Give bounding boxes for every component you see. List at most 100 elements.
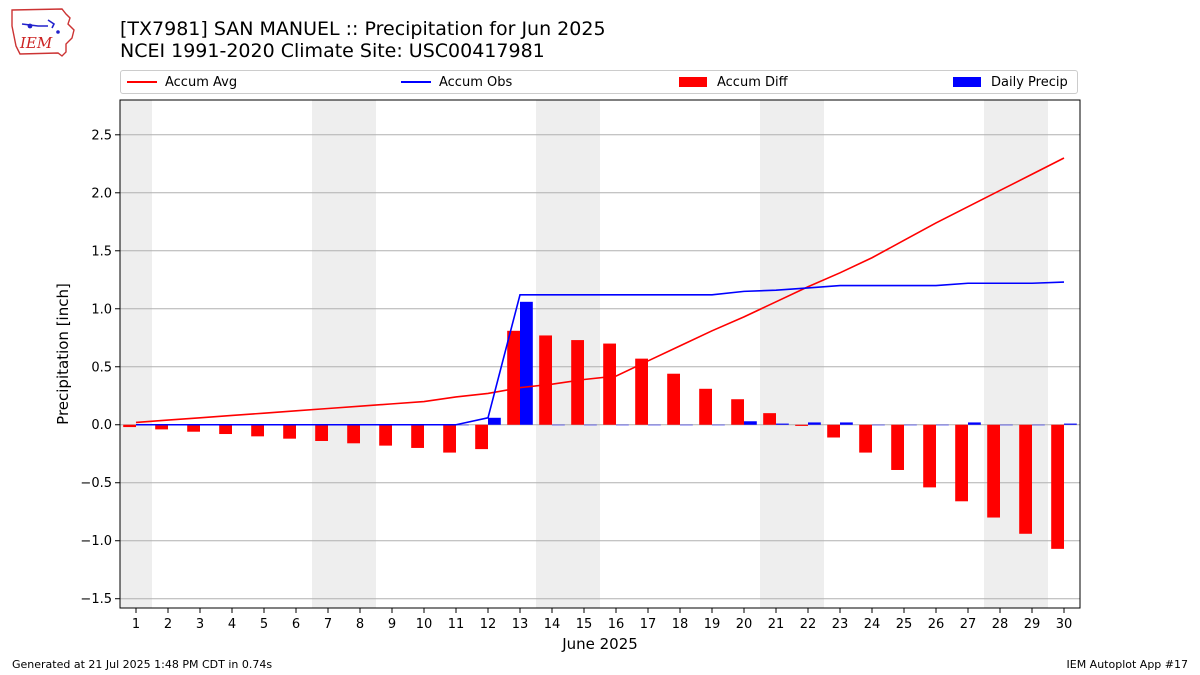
x-tick-label-12: 12 bbox=[480, 617, 497, 632]
daily-bar-28 bbox=[1000, 424, 1013, 426]
weekend-shade-1 bbox=[312, 100, 376, 608]
accum-obs-line bbox=[136, 281, 1065, 426]
y-axis-label: Precipitation [inch] bbox=[54, 283, 72, 425]
legend: Accum Avg Accum Obs Accum Diff Daily Pre… bbox=[120, 70, 1078, 94]
x-tick-label-30: 30 bbox=[1056, 617, 1073, 632]
footer-generated: Generated at 21 Jul 2025 1:48 PM CDT in … bbox=[12, 658, 273, 671]
x-tick-label-16: 16 bbox=[608, 617, 625, 632]
daily-bar-19 bbox=[712, 424, 725, 426]
diff-bar-28 bbox=[987, 424, 1000, 518]
diff-bar-11 bbox=[443, 424, 456, 453]
diff-bar-12 bbox=[475, 424, 488, 450]
legend-label-obs: Accum Obs bbox=[439, 74, 513, 90]
iowa-outline-icon bbox=[11, 8, 75, 57]
diff-bar-1 bbox=[123, 424, 136, 428]
daily-bar-27 bbox=[968, 422, 981, 425]
chart-subtitle: NCEI 1991-2020 Climate Site: USC00417981 bbox=[120, 40, 545, 62]
diff-bar-22 bbox=[795, 424, 808, 426]
diff-bar-27 bbox=[955, 424, 968, 502]
daily-bar-23 bbox=[840, 422, 853, 425]
diff-bar-6 bbox=[283, 424, 296, 439]
x-tick-label-20: 20 bbox=[736, 617, 753, 632]
daily-bar-22 bbox=[808, 422, 821, 425]
x-tick-label-7: 7 bbox=[324, 617, 332, 632]
diff-bar-8 bbox=[347, 424, 360, 444]
daily-bar-29 bbox=[1032, 424, 1045, 426]
daily-bar-21 bbox=[776, 423, 789, 425]
daily-bar-12 bbox=[488, 417, 501, 425]
diff-bar-19 bbox=[699, 388, 712, 425]
x-tick-label-10: 10 bbox=[416, 617, 433, 632]
y-tick-label-7: 2.0 bbox=[91, 186, 112, 201]
legend-label-diff: Accum Diff bbox=[717, 74, 788, 90]
diff-bar-18 bbox=[667, 373, 680, 425]
x-tick-label-23: 23 bbox=[832, 617, 849, 632]
daily-bar-16 bbox=[616, 424, 629, 426]
legend-item-accum-diff: Accum Diff bbox=[679, 71, 788, 93]
diff-bar-2 bbox=[155, 424, 168, 430]
daily-bar-26 bbox=[936, 424, 949, 426]
accum-avg-line bbox=[135, 157, 1065, 424]
x-tick-label-18: 18 bbox=[672, 617, 689, 632]
diff-bar-3 bbox=[187, 424, 200, 432]
y-tick-label-3: 0.0 bbox=[91, 418, 112, 433]
x-tick-label-9: 9 bbox=[388, 617, 396, 632]
chart-title: [TX7981] SAN MANUEL :: Precipitation for… bbox=[120, 18, 606, 40]
legend-item-accum-avg: Accum Avg bbox=[127, 71, 237, 93]
x-tick-label-17: 17 bbox=[640, 617, 657, 632]
daily-bar-24 bbox=[872, 424, 885, 426]
x-tick-label-8: 8 bbox=[356, 617, 364, 632]
x-tick-label-28: 28 bbox=[992, 617, 1009, 632]
daily-bar-20 bbox=[744, 421, 757, 425]
daily-bar-14 bbox=[552, 424, 565, 426]
y-tick-label-0: −1.5 bbox=[80, 592, 112, 607]
y-tick-label-2: −0.5 bbox=[80, 476, 112, 491]
x-tick-label-25: 25 bbox=[896, 617, 913, 632]
diff-bar-14 bbox=[539, 335, 552, 425]
diff-bar-16 bbox=[603, 343, 616, 425]
iem-logo: IEM bbox=[11, 8, 75, 57]
y-tick-label-6: 1.5 bbox=[91, 244, 112, 259]
x-tick-label-26: 26 bbox=[928, 617, 945, 632]
diff-bar-23 bbox=[827, 424, 840, 438]
weekend-shade-3 bbox=[760, 100, 824, 608]
x-tick-label-15: 15 bbox=[576, 617, 593, 632]
footer-app: IEM Autoplot App #17 bbox=[1066, 658, 1189, 671]
daily-bar-25 bbox=[904, 424, 917, 426]
y-tick-label-4: 0.5 bbox=[91, 360, 112, 375]
legend-item-daily-precip: Daily Precip bbox=[953, 71, 1068, 93]
y-tick-label-1: −1.0 bbox=[80, 534, 112, 549]
diff-bar-17 bbox=[635, 358, 648, 425]
weekend-shade-0 bbox=[120, 100, 152, 608]
x-tick-label-6: 6 bbox=[292, 617, 300, 632]
x-tick-label-3: 3 bbox=[196, 617, 204, 632]
x-tick-label-22: 22 bbox=[800, 617, 817, 632]
diff-bar-29 bbox=[1019, 424, 1032, 534]
legend-swatch-diff bbox=[679, 77, 707, 87]
legend-swatch-obs bbox=[401, 81, 431, 83]
diff-bar-10 bbox=[411, 424, 424, 448]
diff-bar-5 bbox=[251, 424, 264, 437]
x-tick-label-24: 24 bbox=[864, 617, 881, 632]
legend-label-daily: Daily Precip bbox=[991, 74, 1068, 90]
diff-bar-9 bbox=[379, 424, 392, 446]
x-tick-label-5: 5 bbox=[260, 617, 268, 632]
diff-bar-7 bbox=[315, 424, 328, 441]
daily-bar-17 bbox=[648, 424, 661, 426]
x-tick-label-21: 21 bbox=[768, 617, 785, 632]
daily-bar-18 bbox=[680, 424, 693, 426]
x-tick-label-19: 19 bbox=[704, 617, 721, 632]
daily-bar-11 bbox=[456, 424, 469, 426]
daily-bar-30 bbox=[1064, 423, 1077, 425]
logo-text: IEM bbox=[19, 34, 53, 52]
diff-bar-21 bbox=[763, 413, 776, 425]
plot-frame bbox=[119, 99, 1081, 609]
diff-bar-15 bbox=[571, 340, 584, 425]
x-tick-label-1: 1 bbox=[132, 617, 140, 632]
legend-swatch-avg bbox=[127, 81, 157, 83]
x-tick-label-14: 14 bbox=[544, 617, 561, 632]
diff-bar-30 bbox=[1051, 424, 1064, 549]
diff-bar-24 bbox=[859, 424, 872, 453]
x-tick-label-27: 27 bbox=[960, 617, 977, 632]
